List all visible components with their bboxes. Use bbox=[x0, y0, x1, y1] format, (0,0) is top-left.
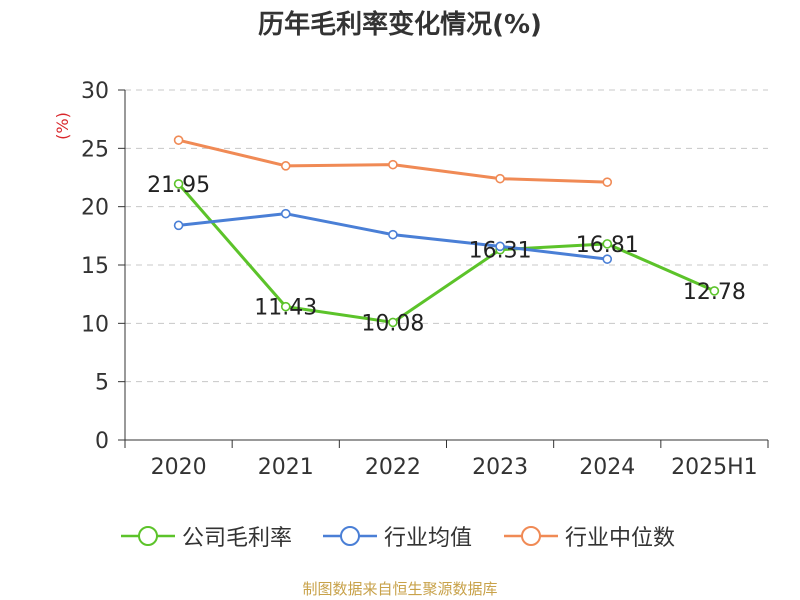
data-point bbox=[495, 241, 505, 252]
series-line bbox=[177, 182, 716, 324]
x-tick-label: 2021 bbox=[258, 455, 314, 480]
data-point bbox=[280, 301, 291, 312]
y-tick-label: 20 bbox=[81, 196, 109, 221]
data-label: 11.43 bbox=[254, 296, 317, 321]
series-lines bbox=[173, 135, 720, 328]
legend-marker-icon bbox=[323, 526, 377, 546]
legend-marker-icon bbox=[121, 526, 175, 546]
data-point bbox=[388, 317, 398, 328]
data-label: 21.95 bbox=[147, 173, 210, 198]
data-point bbox=[280, 161, 291, 171]
x-tick-label: 2024 bbox=[579, 455, 635, 480]
x-tick-label: 2020 bbox=[151, 455, 207, 480]
y-tick-label: 25 bbox=[81, 137, 109, 162]
chart-title: 历年毛利率变化情况(%) bbox=[258, 10, 542, 40]
legend: 公司毛利率 行业均值 行业中位数 bbox=[0, 520, 800, 552]
data-point bbox=[388, 159, 398, 170]
y-tick-label: 0 bbox=[95, 429, 109, 454]
legend-label: 行业中位数 bbox=[565, 526, 676, 551]
legend-label: 公司毛利率 bbox=[182, 526, 293, 551]
data-point bbox=[173, 220, 184, 231]
x-tick-label: 2025H1 bbox=[671, 455, 758, 480]
data-label: 12.78 bbox=[683, 280, 746, 305]
x-tick-label: 2023 bbox=[472, 455, 528, 480]
x-tick-label: 2022 bbox=[365, 455, 421, 480]
gridlines bbox=[125, 89, 768, 383]
data-point bbox=[388, 229, 398, 240]
y-tick-label: 5 bbox=[95, 371, 109, 396]
line-chart: 0 5 10 15 20 25 30 (%) 2020 2021 2022 2023 2024 2025H… bbox=[53, 79, 769, 480]
data-label: 10.08 bbox=[361, 311, 424, 336]
legend-marker-icon bbox=[504, 526, 558, 546]
data-point bbox=[495, 173, 505, 184]
legend-item: 公司毛利率 bbox=[120, 520, 292, 552]
data-labels: 21.95 11.43 10.08 16.31 16.81 12.78 bbox=[147, 173, 746, 336]
data-point bbox=[173, 135, 184, 145]
legend-item: 行业中位数 bbox=[503, 520, 675, 552]
data-label: 16.31 bbox=[469, 239, 532, 264]
axes: 0 5 10 15 20 25 30 (%) 2020 2021 2022 2023 2024 2025H… bbox=[53, 79, 769, 480]
legend-item: 行业均值 bbox=[322, 520, 472, 552]
y-tick-label: 15 bbox=[81, 254, 109, 279]
y-axis-label: (%) bbox=[53, 112, 72, 140]
data-point bbox=[602, 254, 613, 264]
data-point bbox=[602, 177, 613, 187]
data-point bbox=[280, 208, 291, 219]
y-tick-label: 30 bbox=[81, 79, 109, 104]
y-tick-label: 10 bbox=[81, 312, 109, 337]
data-label: 16.81 bbox=[576, 233, 639, 258]
source-note: 制图数据来自恒生聚源数据库 bbox=[302, 580, 498, 598]
legend-label: 行业均值 bbox=[384, 526, 473, 551]
data-point bbox=[173, 179, 184, 189]
data-point bbox=[602, 239, 613, 249]
data-point bbox=[709, 286, 720, 296]
